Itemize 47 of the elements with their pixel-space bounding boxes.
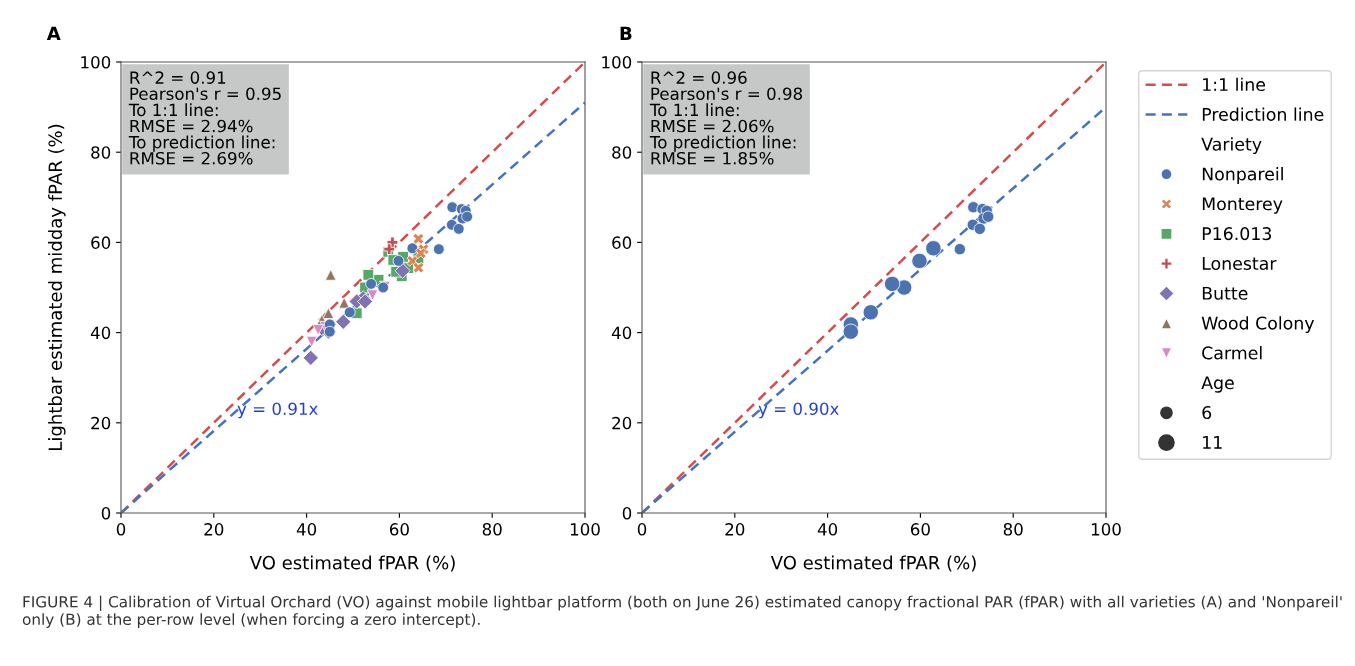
x-tick-label: 0 <box>116 523 126 536</box>
y-tick-label: 60 <box>612 236 632 249</box>
x-tick-label: 100 <box>1091 523 1121 536</box>
legend-label: Butte <box>1202 286 1248 300</box>
y-tick-label: 100 <box>81 55 111 69</box>
legend-label: Carmel <box>1202 346 1262 360</box>
y-tick-label: 20 <box>612 416 632 430</box>
legend-label: Wood Colony <box>1201 316 1315 334</box>
legend-label: P16.013 <box>1202 227 1272 241</box>
legend-label: Nonpareil <box>1202 167 1283 184</box>
y-tick-label: 0 <box>101 506 111 520</box>
legend-title: Variety <box>1201 137 1262 155</box>
caption: FIGURE 4 | Calibration of Virtual Orchard (VO) against mobile lightbar platform (both on June 26) estimated canopy fractional PAR (fPAR) with all varieties (A) and 'Nonpareil' only (B) at the per-row level (when forcing a zero intercept). <box>22 595 1342 628</box>
annotation: R^2 = 0.96 Pearson's r = 0.98 To 1:1 line: RMSE = 2.06% To prediction line: RMSE = 1.85% <box>649 71 803 165</box>
annotation: R^2 = 0.91 Pearson's r = 0.95 To 1:1 line: RMSE = 2.94% To prediction line: RMSE = 2.69% <box>128 71 281 165</box>
y-tick-label: 40 <box>90 326 111 340</box>
x-tick-label: 80 <box>1003 523 1023 536</box>
y-tick-label: 20 <box>91 416 111 430</box>
chart-title: B <box>620 26 632 40</box>
legend-label: Lonestar <box>1202 257 1277 270</box>
legend-label: Prediction line <box>1202 107 1324 121</box>
legend-label: 6 <box>1202 405 1212 420</box>
legend-label: Monterey <box>1202 197 1283 214</box>
x-tick-label: 80 <box>482 523 502 536</box>
x-tick-label: 20 <box>725 523 745 536</box>
chart-title: A <box>46 26 61 40</box>
x-tick-label: 40 <box>817 523 838 536</box>
y-tick-label: 0 <box>622 506 632 520</box>
y-axis-title: Lightbar estimated midday fPAR (%) <box>48 124 66 450</box>
y-tick-label: 40 <box>611 326 632 340</box>
annotation: y = 0.91x <box>237 402 318 419</box>
y-tick-label: 80 <box>91 146 111 159</box>
x-tick-label: 60 <box>910 523 930 536</box>
y-tick-label: 100 <box>602 55 632 69</box>
x-tick-label: 0 <box>637 523 647 536</box>
text: Age <box>1201 376 1234 393</box>
legend-label: 1:1 line <box>1203 77 1266 92</box>
x-tick-label: 40 <box>296 523 317 536</box>
x-tick-label: 60 <box>389 523 409 536</box>
y-tick-label: 60 <box>91 236 111 249</box>
annotation: y = 0.90x <box>758 402 839 419</box>
legend-label: 11 <box>1203 436 1222 449</box>
x-axis-title: VO estimated fPAR (%) <box>249 555 455 572</box>
x-tick-label: 100 <box>570 523 600 536</box>
x-axis-title: VO estimated fPAR (%) <box>770 555 976 572</box>
x-tick-label: 20 <box>204 523 224 536</box>
y-tick-label: 80 <box>612 146 632 159</box>
